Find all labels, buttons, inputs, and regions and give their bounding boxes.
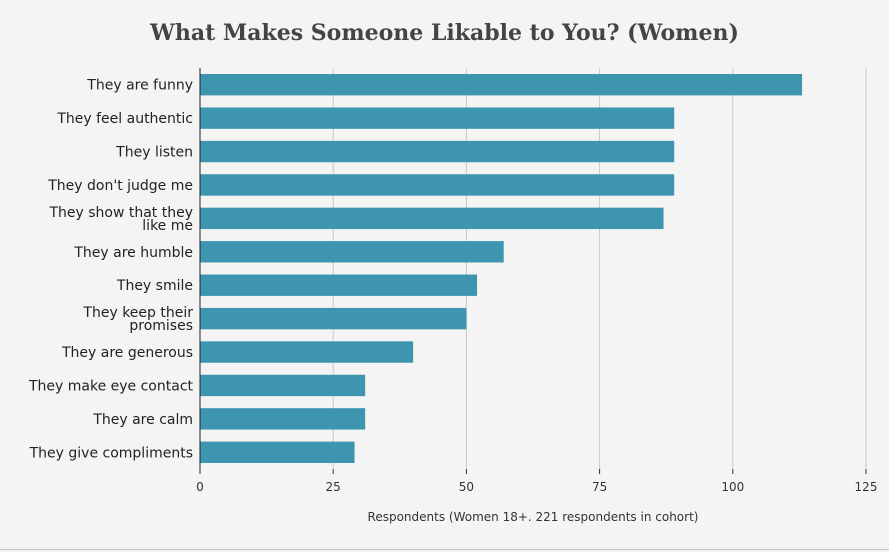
category-label-line: They smile bbox=[116, 278, 193, 294]
category-label-line: like me bbox=[142, 218, 193, 234]
bar bbox=[200, 107, 675, 129]
x-axis-title: Respondents (Women 18+. 221 respondents … bbox=[368, 510, 699, 524]
category-label: They make eye contact bbox=[28, 378, 194, 394]
x-tick-label: 75 bbox=[592, 480, 607, 494]
x-tick-label: 100 bbox=[721, 480, 744, 494]
category-label-line: They listen bbox=[115, 145, 193, 161]
x-tick-label: 125 bbox=[855, 480, 878, 494]
category-label-line: They are humble bbox=[73, 245, 193, 261]
category-label: They listen bbox=[115, 145, 193, 161]
bottom-divider bbox=[0, 549, 889, 550]
bar bbox=[200, 341, 414, 363]
category-label: They keep their promises bbox=[82, 305, 193, 334]
bar bbox=[200, 374, 366, 397]
bar bbox=[200, 207, 664, 230]
x-tick-label: 25 bbox=[326, 480, 341, 494]
category-label-line: They don't judge me bbox=[47, 178, 193, 194]
category-label-line: They are generous bbox=[61, 345, 193, 361]
category-label: They smile bbox=[116, 278, 193, 294]
category-label: They show that they like me bbox=[48, 205, 193, 234]
category-label-line: They show that they bbox=[48, 205, 193, 221]
axes: 0 25 50 75 100 125 They are funny They feel aut… bbox=[28, 68, 877, 494]
category-label: They feel authentic bbox=[56, 111, 193, 127]
category-label: They are funny bbox=[86, 78, 193, 94]
category-label-line: promises bbox=[129, 318, 193, 334]
category-label-line: They are funny bbox=[86, 78, 193, 94]
category-label-line: They give compliments bbox=[29, 445, 193, 461]
category-label-line: They are calm bbox=[92, 412, 193, 428]
category-label: They are humble bbox=[73, 245, 193, 261]
bars bbox=[200, 74, 803, 463]
category-label: They are generous bbox=[61, 345, 193, 361]
gridlines bbox=[332, 68, 867, 469]
category-label-line: They keep their bbox=[82, 305, 193, 321]
bar bbox=[200, 408, 366, 430]
bar bbox=[200, 441, 355, 463]
bar bbox=[200, 241, 504, 263]
bar bbox=[200, 274, 478, 296]
bar bbox=[200, 174, 675, 196]
category-label: They give compliments bbox=[29, 445, 193, 461]
bar bbox=[200, 74, 803, 96]
bar bbox=[200, 307, 467, 330]
x-tick-label: 50 bbox=[459, 480, 474, 494]
category-label-line: They make eye contact bbox=[28, 378, 194, 394]
category-label: They are calm bbox=[92, 412, 193, 428]
bar bbox=[200, 140, 675, 163]
category-label-line: They feel authentic bbox=[56, 111, 193, 127]
x-tick-label: 0 bbox=[196, 480, 204, 494]
chart-title: What Makes Someone Likable to You? (Wome… bbox=[150, 20, 739, 46]
category-label: They don't judge me bbox=[47, 178, 193, 194]
